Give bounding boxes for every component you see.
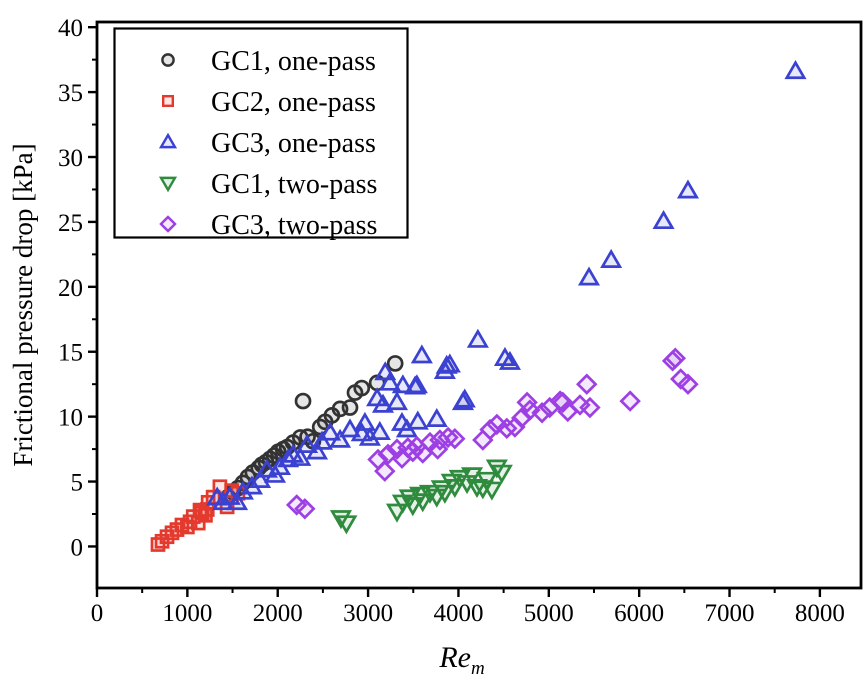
data-point-gc3-one-pass — [329, 428, 352, 448]
legend-marker-triangle-down-icon — [158, 176, 178, 193]
y-axis-tick-label: 25 — [58, 210, 83, 237]
data-point-gc3-one-pass — [338, 418, 362, 438]
data-point-gc3-one-pass — [353, 411, 376, 431]
data-point-gc3-one-pass — [226, 491, 249, 511]
y-axis-tick-label: 30 — [58, 145, 83, 172]
legend-label-gc1-two-pass: GC1, two-pass — [211, 169, 377, 200]
data-point-gc3-one-pass — [438, 353, 461, 373]
data-point-gc3-two-pass — [479, 418, 501, 441]
data-point-gc3-two-pass — [374, 460, 396, 482]
data-point-gc1-two-pass — [433, 484, 456, 504]
x-axis-tick-label: 8000 — [795, 600, 845, 627]
y-axis-tick-label: 15 — [58, 340, 83, 367]
data-point-gc3-one-pass — [371, 393, 395, 413]
y-axis-tick-label: 10 — [58, 405, 83, 432]
data-point-gc3-two-pass — [619, 390, 641, 412]
legend-label-gc2-one-pass: GC2, one-pass — [211, 87, 376, 118]
data-point-gc3-two-pass — [294, 498, 316, 520]
data-point-gc1-one-pass — [294, 392, 312, 410]
data-point-gc3-two-pass — [552, 391, 574, 414]
data-point-gc3-one-pass — [385, 391, 409, 411]
data-point-gc3-two-pass — [531, 402, 553, 424]
x-axis-tick-label: 7000 — [705, 600, 755, 627]
data-point-gc3-one-pass — [577, 266, 601, 286]
data-point-gc3-one-pass — [406, 410, 429, 430]
data-point-gc3-two-pass — [386, 438, 408, 460]
legend-marker-square-icon — [161, 94, 175, 108]
data-point-gc3-one-pass — [310, 430, 334, 450]
data-point-gc3-one-pass — [296, 433, 319, 453]
data-point-gc3-one-pass — [410, 344, 433, 364]
x-axis-tick-label: 4000 — [433, 600, 483, 627]
data-point-gc3-one-pass — [652, 209, 675, 230]
data-point-gc3-one-pass — [405, 374, 428, 394]
y-axis-tick-label: 35 — [58, 80, 83, 107]
x-axis-title: Rem — [438, 641, 484, 679]
data-point-gc3-two-pass — [664, 347, 687, 369]
legend: GC1, one-pass GC2, one-pass GC3, one-pass G… — [113, 27, 409, 241]
data-point-gc3-two-pass — [677, 373, 699, 395]
data-point-gc1-one-pass — [386, 355, 404, 372]
data-point-gc3-two-pass — [576, 373, 598, 395]
y-axis-tick-label: 20 — [58, 275, 83, 302]
legend-label-gc3-two-pass: GC3, two-pass — [211, 210, 377, 241]
legend-label-gc3-one-pass: GC3, one-pass — [211, 128, 376, 159]
y-axis-tick-label: 40 — [58, 15, 83, 42]
y-axis-tick-label: 5 — [71, 470, 84, 497]
data-point-gc3-one-pass — [231, 480, 254, 500]
legend-marker-circle-icon — [161, 53, 175, 67]
x-axis-tick-label: 0 — [91, 600, 104, 627]
y-axis-tick-label: 0 — [71, 534, 84, 561]
data-point-gc1-two-pass — [475, 471, 498, 491]
legend-marker-diamond-icon — [159, 215, 177, 233]
series-gc3-one-pass — [206, 60, 807, 511]
data-point-gc1-two-pass — [490, 464, 513, 484]
data-point-gc3-one-pass — [676, 179, 700, 199]
legend-item-gc3-two-pass: GC3, two-pass — [159, 210, 377, 241]
data-point-gc1-one-pass — [341, 399, 359, 416]
data-point-gc3-one-pass — [498, 350, 521, 370]
data-point-gc1-two-pass — [485, 459, 508, 479]
data-point-gc3-two-pass — [579, 396, 601, 419]
data-point-gc1-two-pass — [480, 481, 503, 501]
data-point-gc3-one-pass — [368, 420, 391, 440]
data-point-gc3-one-pass — [784, 60, 807, 80]
data-point-gc3-one-pass — [425, 407, 448, 427]
legend-item-gc1-two-pass: GC1, two-pass — [158, 169, 377, 200]
data-point-gc3-one-pass — [305, 440, 329, 460]
data-point-gc3-one-pass — [391, 374, 414, 394]
data-point-gc1-one-pass — [353, 379, 371, 397]
legend-item-gc1-one-pass: GC1, one-pass — [161, 46, 376, 77]
x-axis-title-subscript: m — [471, 658, 485, 679]
data-point-gc3-one-pass — [453, 388, 476, 408]
x-axis-tick-label: 1000 — [162, 600, 212, 627]
series-gc3-two-pass — [285, 347, 699, 520]
x-axis-tick-label: 3000 — [343, 600, 393, 627]
data-point-gc1-two-pass — [335, 515, 358, 535]
data-point-gc3-one-pass — [378, 371, 401, 391]
data-point-gc3-two-pass — [486, 413, 508, 436]
data-point-gc3-two-pass — [444, 428, 466, 450]
series-gc1-two-pass — [329, 459, 513, 535]
data-point-gc3-one-pass — [358, 426, 381, 446]
data-point-gc3-one-pass — [319, 421, 342, 441]
x-axis-tick-label: 2000 — [253, 600, 303, 627]
legend-marker-triangle-up-icon — [158, 132, 178, 149]
data-point-gc3-one-pass — [466, 328, 489, 348]
plot-frame — [95, 20, 863, 590]
data-point-gc1-two-pass — [329, 510, 353, 530]
legend-item-gc2-one-pass: GC2, one-pass — [161, 87, 376, 118]
y-axis-title: Frictional pressure drop [kPa] — [8, 143, 38, 466]
data-point-gc3-one-pass — [600, 248, 623, 268]
data-point-gc3-two-pass — [377, 443, 399, 465]
x-axis-tick-label: 5000 — [524, 600, 574, 627]
x-axis-tick-label: 6000 — [614, 600, 664, 627]
data-point-gc3-one-pass — [249, 468, 272, 489]
legend-label-gc1-one-pass: GC1, one-pass — [211, 46, 376, 77]
legend-item-gc3-one-pass: GC3, one-pass — [158, 128, 376, 159]
data-point-gc3-one-pass — [289, 446, 312, 466]
